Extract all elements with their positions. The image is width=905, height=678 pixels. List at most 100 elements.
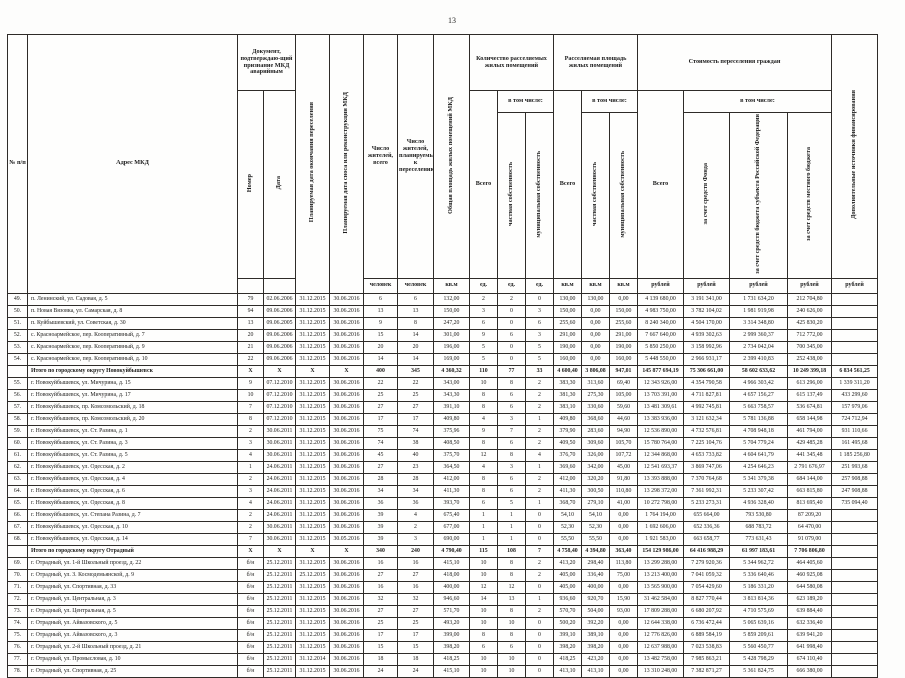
table-cell: 105,70 (609, 436, 638, 450)
table-cell: 2 (525, 400, 554, 414)
table-cell: 190,00 (553, 340, 582, 354)
table-cell (831, 544, 879, 558)
table-cell: 7 (237, 400, 264, 414)
table-cell: 330,60 (581, 400, 610, 414)
table-cell: 74 (363, 436, 398, 450)
table-row: 77. г. Отрадный, ул. Промысловая, д. 10 б/… (7, 652, 879, 666)
table-cell: 5 341 379,38 (729, 472, 788, 486)
table-cell: 30.06.2016 (329, 640, 364, 654)
table-cell: 688 783,72 (729, 520, 788, 534)
col-header-doc-date: Дата (263, 90, 296, 279)
table-cell: 6 (497, 328, 526, 342)
table-cell: 425 830,20 (786, 316, 833, 330)
table-cell: 30.06.2016 (329, 592, 364, 606)
table-row: 69. г. Отрадный, ул. 1-й Школьный проезд,… (7, 556, 879, 570)
table-cell: 66. (7, 508, 28, 522)
table-cell: 1 692 606,00 (637, 520, 684, 534)
table-cell: 413,10 (553, 664, 582, 678)
table-cell: 30.06.2016 (329, 556, 364, 570)
table-cell: 39 (363, 532, 398, 546)
table-cell: Х (329, 364, 364, 378)
table-cell: 30.06.2016 (329, 292, 364, 306)
table-cell: 51. (7, 316, 28, 330)
table-cell (831, 616, 879, 630)
table-cell: 8 (497, 568, 526, 582)
table-cell: 7 985 863,21 (683, 652, 730, 666)
table-row: 61. г. Новокуйбышевск, ул. Ст. Разина, д.… (7, 448, 879, 462)
table-row: 70. г. Отрадный, ул. З. Космодемьянской, … (7, 568, 879, 582)
table-cell: 4 966 303,42 (729, 376, 788, 390)
table-cell: 8 (469, 436, 498, 450)
table-cell: 31.12.2015 (295, 460, 330, 474)
table-cell: 4 (237, 496, 264, 510)
table-cell: 4 790,40 (433, 544, 470, 558)
table-cell: 108 (497, 544, 526, 558)
table-cell: 27 (363, 400, 398, 414)
table-row: 56. г. Новокуйбышевск, ул. Мичурина, д. 1… (7, 388, 879, 402)
table-cell: 6 (397, 292, 434, 306)
table-cell (7, 364, 28, 378)
table-cell: 418,25 (553, 652, 582, 666)
table-cell: Х (295, 544, 330, 558)
table-cell: 13 703 391,00 (637, 388, 684, 402)
table-cell: 7 667 640,00 (637, 328, 684, 342)
table-cell: 1 339 311,20 (831, 376, 879, 390)
table-cell: 2 791 676,97 (786, 460, 833, 474)
table-cell: 313,60 (581, 376, 610, 390)
table-cell: 4 394,80 (581, 544, 610, 558)
table-cell: 6 680 207,92 (683, 604, 730, 618)
table-cell: 9 (363, 316, 398, 330)
table-cell: 169,00 (433, 352, 470, 366)
table-cell: 255,60 (609, 316, 638, 330)
table-cell: 690,00 (433, 532, 470, 546)
total-row: Итого по городскому округу Отрадный Х Х Х Х 3… (7, 544, 879, 558)
col-header-residents-total: Число жителей, всего (363, 34, 398, 279)
table-cell: 4 939 302,63 (683, 328, 730, 342)
table-cell: 0,00 (609, 616, 638, 630)
table-cell: 13 (397, 304, 434, 318)
table-row: 60. г. Новокуйбышевск, ул. Ст. Разина, д.… (7, 436, 879, 450)
table-cell: 7 054 429,60 (683, 580, 730, 594)
table-cell: 0,00 (581, 328, 610, 342)
table-cell: 115 (469, 544, 498, 558)
table-cell: 130,00 (581, 292, 610, 306)
table-cell: 31.12.2015 (295, 376, 330, 390)
table-row: 64. г. Новокуйбышевск, ул. Одесская, д. 6… (7, 484, 879, 498)
table-row: 50. п. Новая Вязовка, ул. Самарская, д. 8… (7, 304, 879, 318)
table-cell: 320,20 (581, 472, 610, 486)
table-cell: 5 704 779,24 (729, 436, 788, 450)
table-cell: 17 (397, 412, 434, 426)
table-cell: 3 (237, 484, 264, 498)
table-cell: 58. (7, 412, 28, 426)
table-cell: 4 (237, 448, 264, 462)
table-cell: 73. (7, 604, 28, 618)
table-cell: 8 (397, 316, 434, 330)
table-cell: 12 343 926,00 (637, 376, 684, 390)
table-cell: 70. (7, 568, 28, 582)
table-cell: 4 657 156,27 (729, 388, 788, 402)
table-cell: 31.12.2015 (295, 484, 330, 498)
table-cell: 07.12.2010 (263, 400, 296, 414)
table-cell: 145 877 694,19 (637, 364, 684, 378)
table-cell: 6 (525, 316, 554, 330)
table-cell: 2 (525, 436, 554, 450)
table-cell: 0 (525, 508, 554, 522)
table-cell: 30.06.2011 (263, 532, 296, 546)
table-cell: 31.12.2015 (295, 292, 330, 306)
table-cell: 411,30 (433, 484, 470, 498)
table-cell: 212 704,80 (786, 292, 833, 306)
table-cell: 31 462 584,00 (637, 592, 684, 606)
table-cell: 65. (7, 496, 28, 510)
table-cell: 6 (469, 496, 498, 510)
table-cell: 5 663 758,57 (729, 400, 788, 414)
table-cell: 7 279 920,36 (683, 556, 730, 570)
table-cell (831, 292, 879, 306)
table-cell: 336,40 (581, 568, 610, 582)
table-cell: 343,30 (433, 388, 470, 402)
table-cell: 493,20 (433, 616, 470, 630)
table-cell: 93,00 (609, 604, 638, 618)
table-cell (831, 580, 879, 594)
table-cell: 623 189,20 (786, 592, 833, 606)
table-cell: 2 (525, 376, 554, 390)
table-cell: 4 (469, 460, 498, 474)
